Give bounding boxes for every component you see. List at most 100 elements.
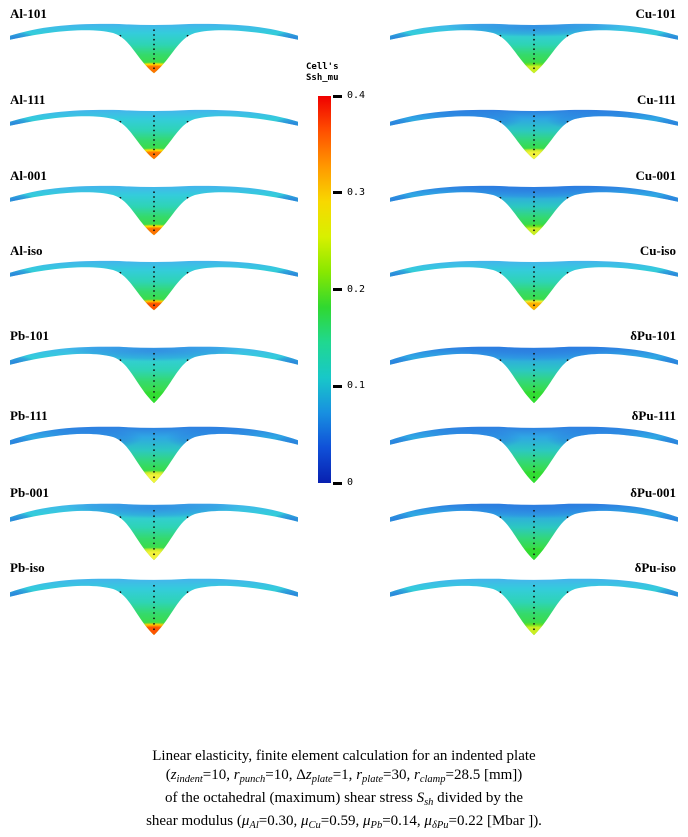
caption-line: (zindent=10, rpunch=10, Δzplate=1, rplat…	[0, 766, 688, 789]
plot-panel-cu-101: Cu-101	[388, 6, 680, 76]
colorbar-tick-mark	[333, 94, 342, 98]
caption-segment: r	[233, 767, 240, 783]
plot-panel-cu-iso: Cu-iso	[388, 243, 680, 313]
colorbar-title-line1: Cell's	[306, 62, 339, 72]
caption-segment: =0.59,	[320, 813, 363, 829]
plot-panel-al-001: Al-001	[8, 168, 300, 238]
colorbar-tick-label: 0.2	[347, 283, 366, 295]
surface-plot	[390, 503, 678, 561]
caption-segment: =10, Δ	[265, 767, 306, 783]
caption-segment: plate	[362, 774, 384, 785]
plot-label: δPu-iso	[634, 560, 676, 575]
surface-plot	[390, 260, 678, 311]
plot-label: Cu-111	[636, 92, 676, 107]
caption-segment: =10,	[202, 767, 234, 783]
caption-line: shear modulus (μAl=0.30, μCu=0.59, μPb=0…	[0, 812, 688, 835]
plot-panel-al-101: Al-101	[8, 6, 300, 76]
surface-plot	[390, 109, 678, 160]
colorbar-tick-label: 0	[347, 477, 354, 488]
surface-plot	[10, 578, 298, 636]
surface-plot	[10, 260, 298, 311]
caption-segment: =30,	[383, 767, 414, 783]
caption-segment: μ	[363, 813, 371, 829]
colorbar-tick-mark	[333, 288, 342, 291]
plot-label: Cu-iso	[639, 243, 676, 258]
surface-plot	[390, 426, 678, 484]
colorbar-tick-mark	[333, 191, 342, 195]
plot-panel-al-111: Al-111	[8, 92, 300, 162]
caption-segment: shear modulus (	[146, 813, 242, 829]
plot-panel-al-iso: Al-iso	[8, 243, 300, 313]
plot-panel-pb-111: Pb-111	[8, 408, 300, 486]
plot-panel-δpu-111: δPu-111	[388, 408, 680, 486]
colorbar-tick-label: 0.3	[347, 186, 366, 198]
caption-segment: Al	[249, 820, 259, 831]
caption-segment: z	[305, 767, 312, 783]
caption-segment: =1,	[332, 767, 357, 783]
surface-plot	[10, 109, 298, 160]
caption-segment: r	[414, 767, 420, 783]
plot-label: δPu-111	[631, 408, 676, 423]
surface-plot	[10, 426, 298, 484]
colorbar-tick-mark	[333, 481, 342, 485]
caption-segment: sh	[424, 797, 434, 808]
caption-segment: μ	[300, 813, 309, 829]
surface-plot	[10, 185, 298, 236]
plot-label: Pb-101	[10, 328, 49, 343]
caption-segment: μ	[241, 813, 250, 829]
caption-segment: =28.5 [mm])	[445, 767, 523, 783]
surface-plot	[390, 185, 678, 236]
caption-line: Linear elasticity, finite element calcul…	[0, 747, 688, 766]
plot-label: Pb-111	[10, 408, 48, 423]
caption-segment: punch	[239, 774, 266, 785]
caption-segment: indent	[176, 774, 203, 785]
caption-segment: =0.30,	[258, 813, 301, 829]
colorbar-title: Cell's Ssh_mu	[306, 62, 339, 84]
surface-plot	[10, 23, 298, 74]
plot-panel-pb-101: Pb-101	[8, 328, 300, 406]
plot-label: Cu-101	[635, 6, 676, 21]
plot-panel-pb-001: Pb-001	[8, 485, 300, 563]
colorbar-gradient	[318, 96, 331, 483]
plot-panel-cu-001: Cu-001	[388, 168, 680, 238]
plot-label: Al-111	[10, 92, 46, 107]
caption-segment: clamp	[419, 774, 446, 785]
caption-segment: (	[165, 767, 171, 783]
caption-segment: Cu	[308, 820, 321, 831]
plot-label: δPu-001	[630, 485, 676, 500]
plot-label: Al-101	[10, 6, 47, 21]
caption-segment: δPu	[431, 820, 449, 831]
plot-label: Pb-iso	[10, 560, 45, 575]
surface-plot	[10, 503, 298, 561]
caption-segment: =0.22 [Mbar ]).	[448, 813, 542, 829]
caption-segment: S	[416, 790, 425, 806]
caption-segment: Pb	[370, 820, 383, 831]
surface-plot	[390, 23, 678, 74]
plot-panel-δpu-iso: δPu-iso	[388, 560, 680, 638]
surface-plot	[390, 578, 678, 636]
colorbar-tick-label: 0.4	[347, 90, 366, 101]
colorbar: Cell's Ssh_mu 0.4 0.3 0.2 0.1 0	[306, 62, 398, 488]
caption-segment: of the octahedral (maximum) shear stress	[164, 790, 417, 806]
figure-caption: Linear elasticity, finite element calcul…	[0, 747, 688, 835]
caption-segment: z	[170, 767, 177, 783]
plot-panel-pb-iso: Pb-iso	[8, 560, 300, 638]
colorbar-tick-mark	[333, 384, 342, 388]
plot-panel-δpu-001: δPu-001	[388, 485, 680, 563]
caption-line: of the octahedral (maximum) shear stress…	[0, 789, 688, 812]
plot-label: Pb-001	[10, 485, 49, 500]
plot-panel-δpu-101: δPu-101	[388, 328, 680, 406]
surface-plot	[390, 346, 678, 404]
plot-panel-cu-111: Cu-111	[388, 92, 680, 162]
plot-label: Al-001	[10, 168, 47, 183]
caption-segment: μ	[424, 813, 432, 829]
plot-label: Al-iso	[10, 243, 43, 258]
caption-segment: plate	[311, 774, 333, 785]
colorbar-title-line2: Ssh_mu	[306, 73, 339, 83]
surface-plot	[10, 346, 298, 404]
caption-segment: divided by the	[433, 790, 523, 806]
colorbar-tick-label: 0.1	[347, 380, 366, 392]
plot-label: δPu-101	[630, 328, 676, 343]
plot-label: Cu-001	[635, 168, 676, 183]
